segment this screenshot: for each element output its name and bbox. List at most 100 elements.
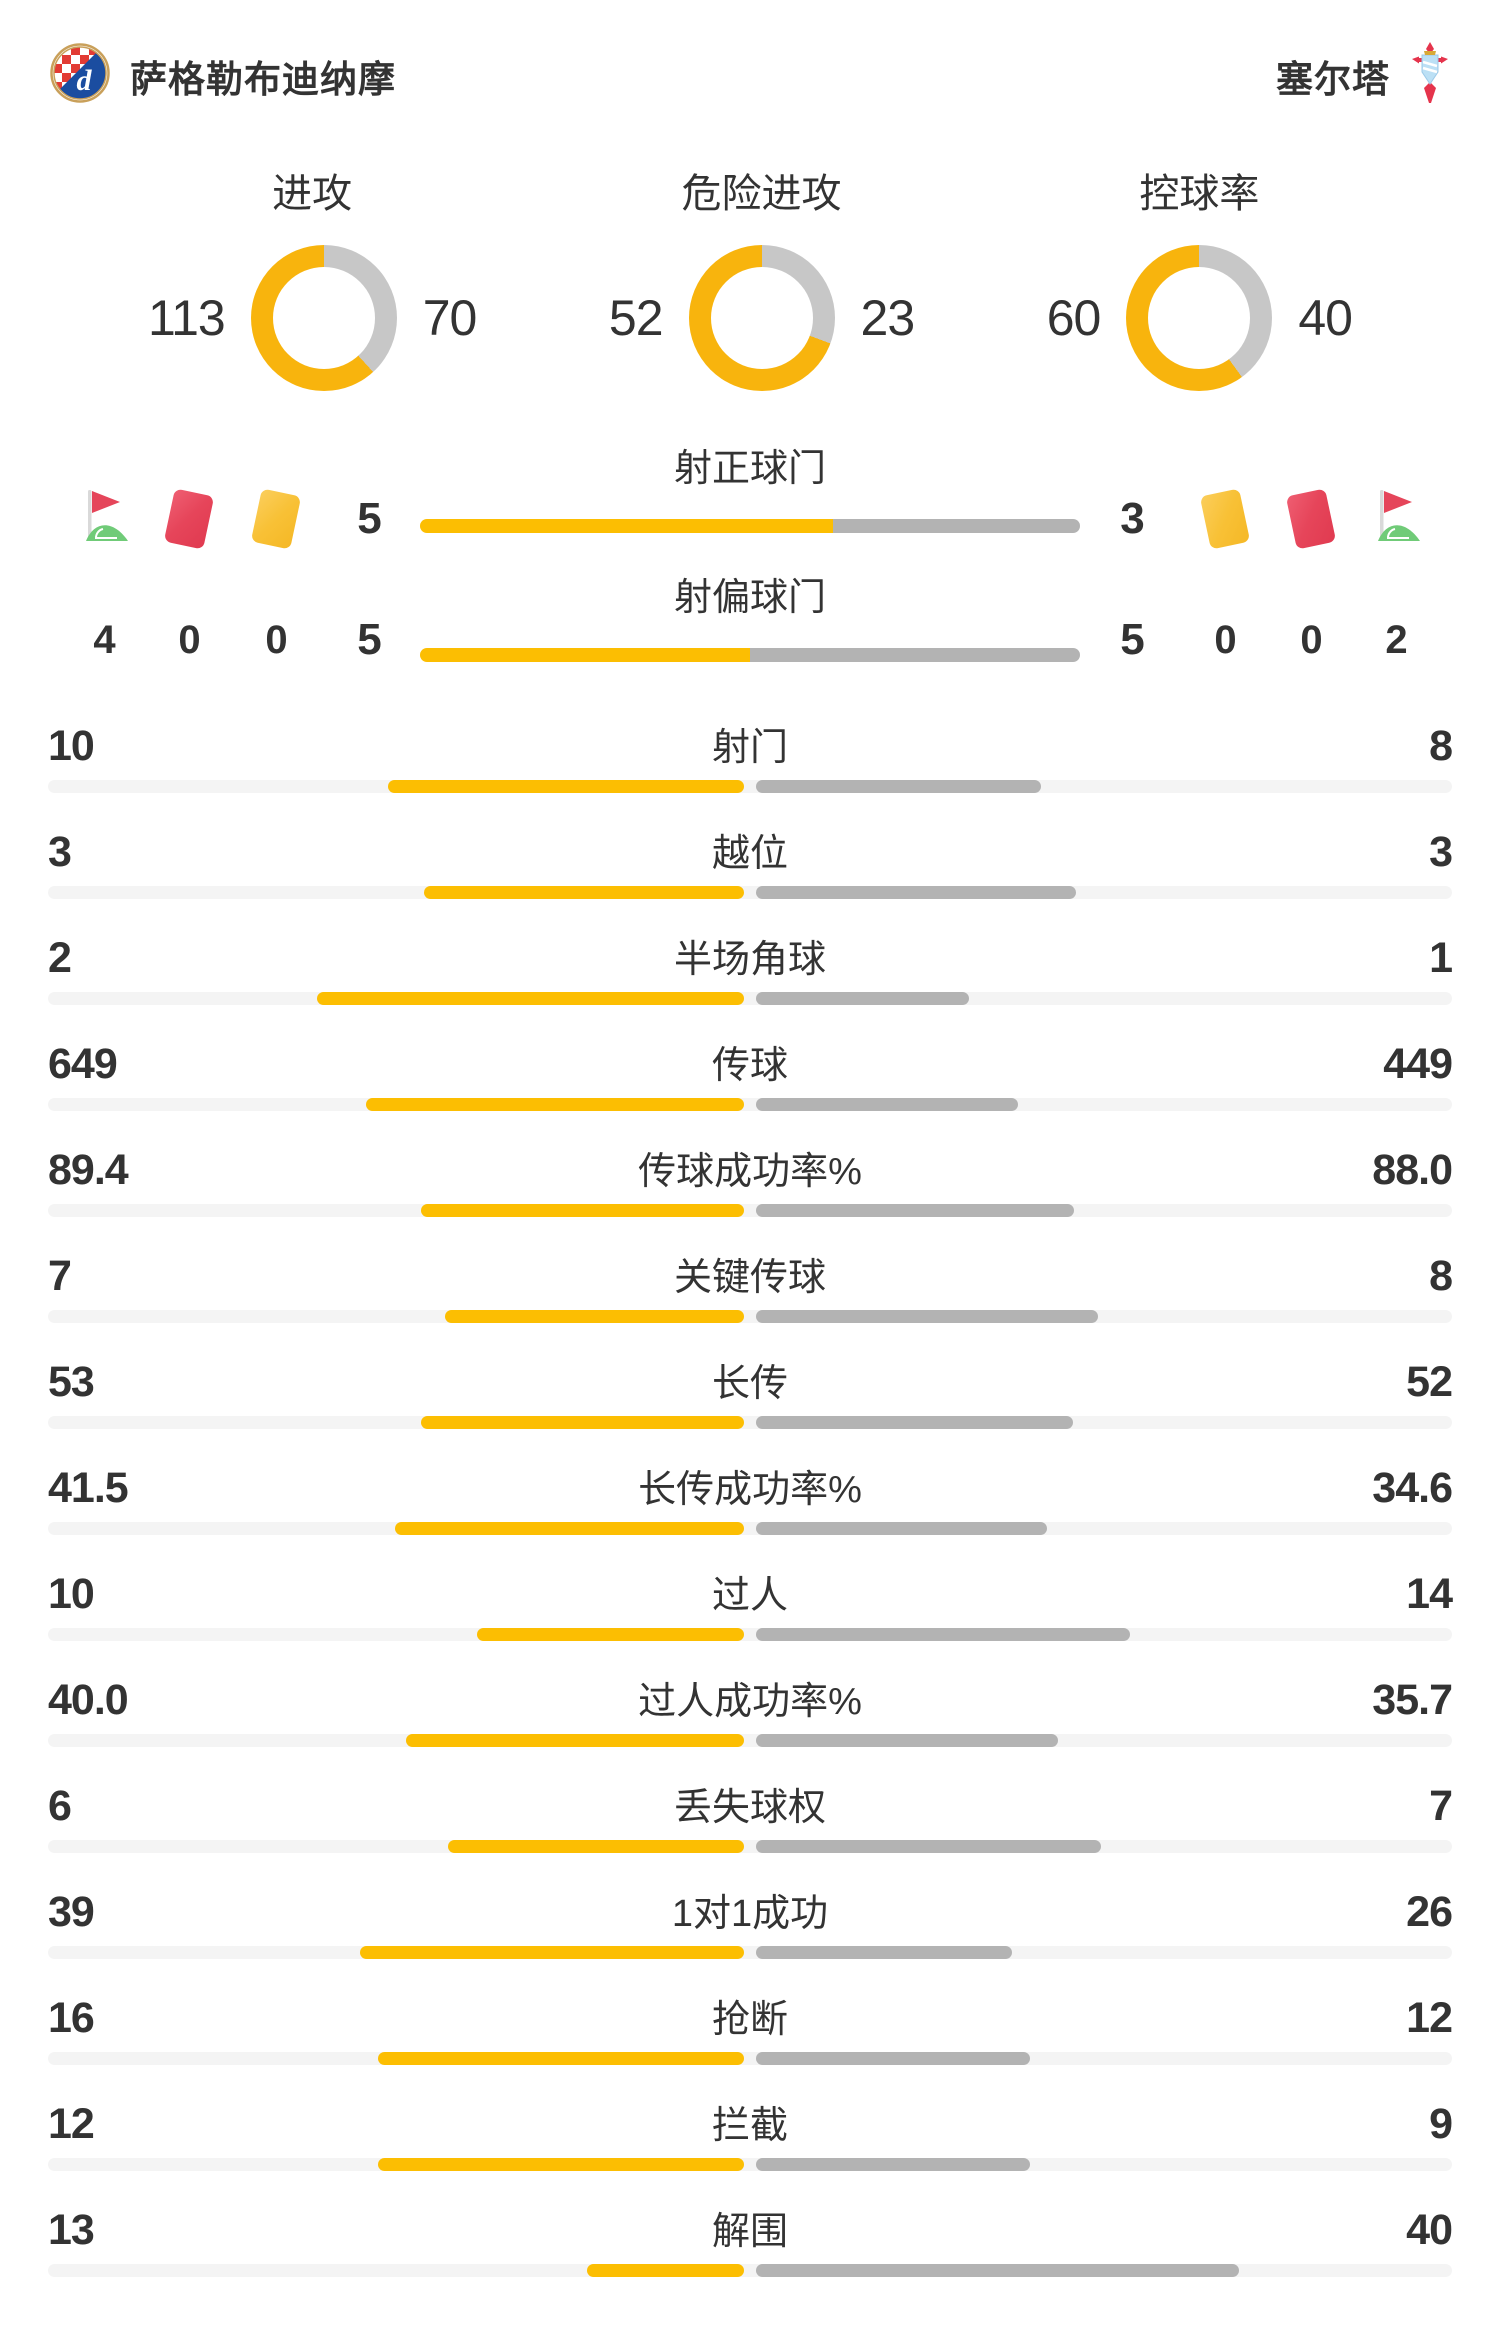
stat-label: 拦截 <box>711 2105 788 2147</box>
stat-row: 12 拦截 9 <box>48 2094 1453 2200</box>
away-stat-value: 52 <box>1406 1358 1453 1406</box>
home-bar <box>421 1204 744 1217</box>
stat-row: 89.4 传球成功率% 88.0 <box>48 1140 1453 1246</box>
donut-hole <box>1148 267 1251 369</box>
away-corner-count: 2 <box>1385 617 1407 662</box>
home-bar <box>365 1098 744 1111</box>
stat-row: 16 抢断 12 <box>48 1988 1453 2094</box>
home-stat-value: 12 <box>48 2100 95 2148</box>
home-donut-value: 60 <box>1046 290 1102 346</box>
donut-hole <box>710 267 813 369</box>
home-yellow-card-count: 0 <box>265 617 287 662</box>
stat-label: 1对1成功 <box>671 1893 829 1935</box>
away-shots-on-target-bar <box>832 519 1080 533</box>
shots-off-target-title: 射偏球门 <box>673 577 826 619</box>
home-bar <box>394 1522 744 1535</box>
stat-comparison-bar <box>48 992 1452 1005</box>
stat-row: 39 1对1成功 26 <box>48 1882 1453 1988</box>
stats-list: 10 射门 8 3 越位 3 2 半场角球 1 <box>0 716 1500 2306</box>
away-bar <box>756 1734 1058 1747</box>
stat-label: 越位 <box>711 833 788 875</box>
home-stat-value: 53 <box>48 1358 95 1406</box>
away-stat-value: 8 <box>1429 1252 1453 1300</box>
home-shots-on-target-bar <box>420 519 833 533</box>
stat-row: 3 越位 3 <box>48 822 1453 928</box>
stat-comparison-bar <box>48 1310 1452 1323</box>
home-team: d 萨格勒布迪纳摩 <box>50 43 396 108</box>
red-card-icon <box>163 488 215 550</box>
home-bar <box>423 886 744 899</box>
shots-on-target-bar <box>420 519 1080 533</box>
home-stat-value: 39 <box>48 1888 95 1936</box>
shots-discipline-section: 5 4 0 0 5 射正球门 射偏球门 3 <box>0 437 1500 666</box>
yellow-card-icon <box>250 488 302 550</box>
stat-row: 6 丢失球权 7 <box>48 1776 1453 1882</box>
away-stat-value: 34.6 <box>1372 1464 1453 1512</box>
home-stat-value: 6 <box>48 1782 72 1830</box>
match-header: d 萨格勒布迪纳摩 塞尔塔 <box>0 0 1500 109</box>
stat-label: 抢断 <box>711 1999 788 2041</box>
stat-label: 丢失球权 <box>673 1787 826 1829</box>
donut-chart: 进攻 113 70 <box>148 161 478 391</box>
stat-label: 长传成功率% <box>638 1469 862 1511</box>
home-stat-value: 13 <box>48 2206 95 2254</box>
home-discipline-cluster: 5 4 0 0 5 <box>0 488 420 666</box>
home-donut-value: 113 <box>148 290 226 346</box>
away-stat-value: 7 <box>1429 1782 1453 1830</box>
stat-row: 7 关键传球 8 <box>48 1246 1453 1352</box>
corner-flag-icon <box>1367 488 1425 551</box>
stat-row: 10 过人 14 <box>48 1564 1453 1670</box>
donut-ring <box>688 245 835 391</box>
away-stat-value: 1 <box>1429 934 1453 982</box>
away-stat-value: 88.0 <box>1372 1146 1453 1194</box>
away-bar <box>756 1204 1074 1217</box>
home-bar <box>388 780 744 793</box>
stat-comparison-bar <box>48 1204 1452 1217</box>
stat-label: 传球成功率% <box>638 1151 862 1193</box>
away-bar <box>756 992 970 1005</box>
stat-comparison-bar <box>48 1098 1452 1111</box>
away-donut-value: 23 <box>860 290 916 346</box>
away-bar <box>756 2052 1031 2065</box>
away-yellow-card-count: 0 <box>1214 617 1236 662</box>
away-bar <box>756 886 1077 899</box>
donut-ring <box>250 245 397 391</box>
stat-label: 过人成功率% <box>638 1681 862 1723</box>
away-stat-value: 12 <box>1406 1994 1453 2042</box>
donut-ring <box>1126 245 1273 391</box>
home-stat-value: 7 <box>48 1252 72 1300</box>
home-team-name: 萨格勒布迪纳摩 <box>130 58 396 100</box>
away-stat-value: 3 <box>1429 828 1453 876</box>
stat-label: 射门 <box>711 727 788 769</box>
away-stat-value: 14 <box>1406 1570 1453 1618</box>
home-donut-value: 52 <box>608 290 664 346</box>
away-bar <box>756 1628 1130 1641</box>
stat-row: 10 射门 8 <box>48 716 1453 822</box>
stat-label: 半场角球 <box>673 939 826 981</box>
home-stat-value: 40.0 <box>48 1676 129 1724</box>
donut-title: 控球率 <box>1139 172 1260 216</box>
corner-flag-icon <box>75 488 133 551</box>
stat-comparison-bar <box>48 1416 1452 1429</box>
stat-row: 649 传球 449 <box>48 1034 1453 1140</box>
home-bar <box>378 2052 744 2065</box>
away-bar <box>756 2158 1031 2171</box>
away-stat-value: 8 <box>1429 722 1453 770</box>
home-stat-value: 89.4 <box>48 1146 129 1194</box>
home-bar <box>445 1310 744 1323</box>
away-stat-value: 449 <box>1383 1040 1453 1088</box>
stat-label: 过人 <box>711 1575 788 1617</box>
home-shots-off-target-bar <box>420 648 750 662</box>
red-card-icon <box>1285 488 1337 550</box>
away-shots-off-target-value: 5 <box>1120 615 1145 664</box>
stat-comparison-bar <box>48 1734 1452 1747</box>
stat-label: 解围 <box>711 2211 788 2253</box>
home-stat-value: 41.5 <box>48 1464 129 1512</box>
away-donut-value: 70 <box>422 290 478 346</box>
away-bar <box>756 1522 1048 1535</box>
home-stat-value: 649 <box>48 1040 118 1088</box>
home-shots-off-target-value: 5 <box>357 615 382 664</box>
away-shots-off-target-bar <box>750 648 1080 662</box>
away-team-name: 塞尔塔 <box>1276 58 1390 100</box>
